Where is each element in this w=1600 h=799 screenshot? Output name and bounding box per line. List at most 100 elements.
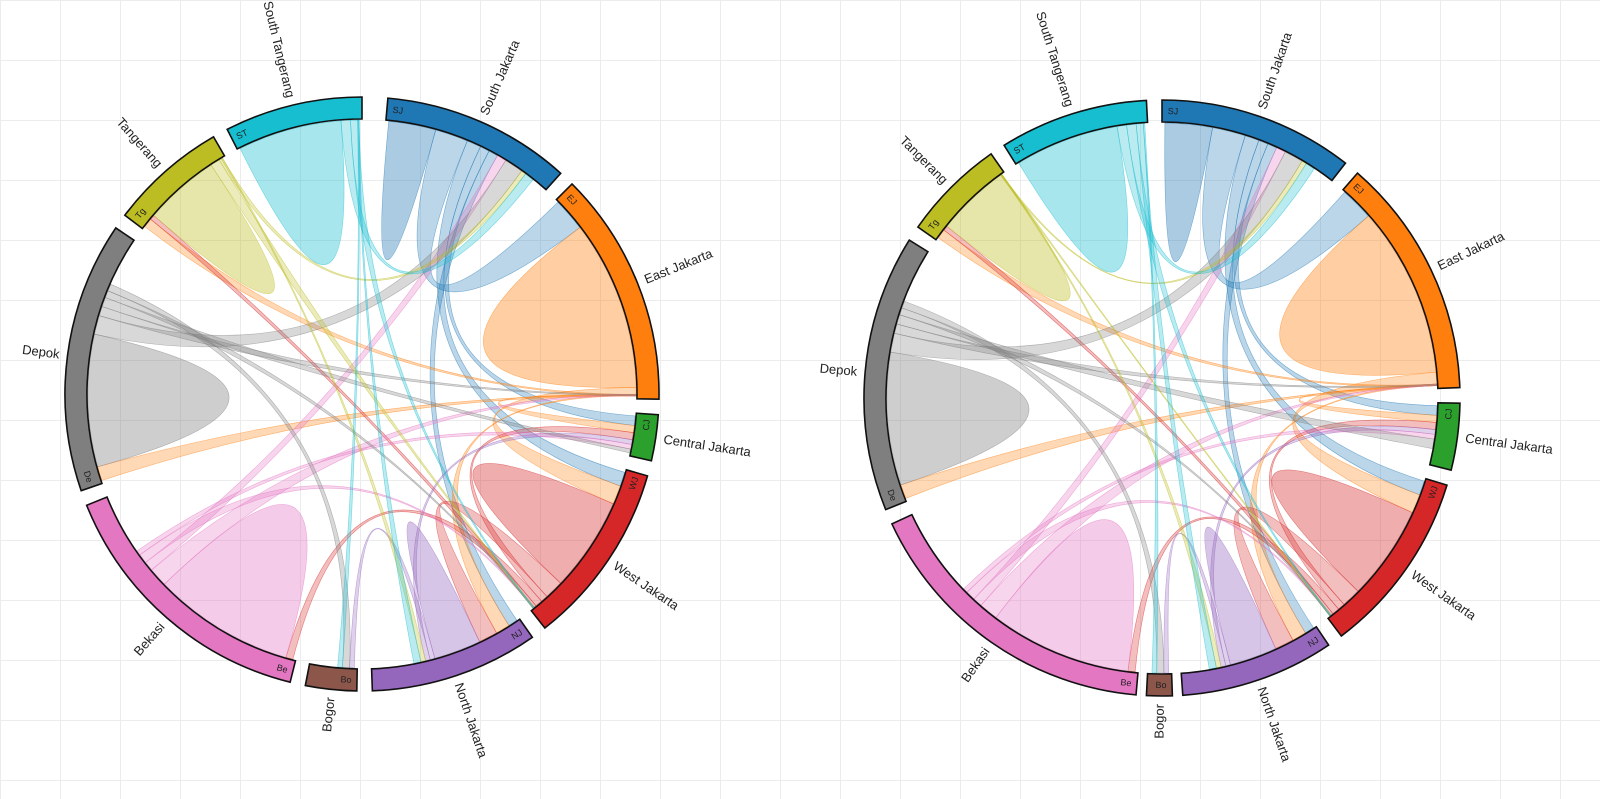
label-nj: North Jakarta [1255,685,1295,764]
ribbon-tg-nj [220,157,426,662]
ribbon-st-nj [1135,123,1217,670]
abbr-sj: SJ [392,105,404,116]
arc-bo [1145,672,1174,697]
label-st: South Tangerang [1033,10,1077,109]
ribbon-be-cj [963,428,1435,593]
arc-ej [555,182,660,400]
ribbon-nj-cj [413,432,633,661]
ribbon-be-be [995,519,1135,672]
label-sj: South Jakarta [1255,30,1296,111]
arc-tg [916,152,1005,241]
ribbon-sj-cj [444,146,636,426]
ribbon-wj-be [285,509,542,660]
arc-ej [1341,171,1461,390]
ribbon-de-cj [101,297,631,454]
abbr-cj: CJ [641,419,652,431]
arc-nj [370,618,534,692]
label-tg: Tangerang [114,115,166,171]
ribbon-ej-nj [451,394,637,634]
ribbon-ej-tg [937,229,1438,387]
ribbon-st-sj [340,119,534,275]
arc-nj [1180,625,1330,697]
arc-wj [530,468,649,630]
ribbon-de-bo [107,283,351,669]
arc-sj [385,97,562,191]
ribbon-ej-nj [1250,383,1438,641]
ribbon-st-st [239,120,345,266]
ribbon-st-wj [1126,123,1332,617]
abbr-de: De [885,488,898,502]
ribbon-be-sj [973,147,1286,606]
label-wj: West Jakarta [611,558,683,613]
ribbon-st-st [1018,126,1129,273]
label-bo: Bogor [319,696,338,733]
ribbon-wj-tg [943,226,1334,617]
ribbon-wj-nj [1233,506,1359,649]
ribbon-sj-sj [381,120,437,261]
group-arcs [64,96,660,692]
arc-de [64,226,136,492]
ribbon-de-cj [896,314,1435,449]
ribbon-de-sj [890,151,1303,360]
ribbon-ej-ej [1279,215,1437,376]
arc-wj [1326,477,1448,638]
abbr-st: ST [235,127,250,141]
arc-tg [123,135,226,230]
ribbon-st-bo [337,119,360,668]
abbr-bo: Bo [1155,680,1166,690]
label-de: Depok [21,342,61,362]
ribbon-nj-cj [1210,426,1436,667]
arc-st [226,96,363,151]
ribbon-tg-sj [218,157,526,281]
ribbon-sj-ej [416,129,581,293]
label-be: Bekasi [958,644,993,685]
ribbon-tg-tg [946,173,1071,302]
ribbon-tg-nj [1000,173,1222,668]
abbr-wj: WJ [627,476,641,491]
label-ej: East Jakarta [642,245,715,286]
abbr-be: Be [1120,677,1132,688]
label-de: Depok [819,361,858,379]
ribbon-ej-tg [144,218,637,397]
label-nj: North Jakarta [452,681,491,760]
ribbon-st-bo [1142,123,1159,674]
arc-be [890,513,1139,696]
abbr-bo: Bo [340,674,352,685]
ribbon-nj-bo [349,528,436,669]
arc-be [85,495,297,684]
ribbon-de-bo [901,300,1165,674]
ribbon-ej-ej [483,227,637,388]
label-cj: Central Jakarta [663,432,753,460]
ribbon-sj-sj [1164,122,1213,262]
label-tg: Tangerang [897,133,951,187]
ribbon-ej-de [97,394,637,481]
ribbon-st-nj [357,119,422,664]
abbr-nj: NJ [1306,635,1321,649]
label-be: Bekasi [131,619,168,658]
ribbon-ej-wj [492,386,637,505]
ribbon-nj-nj [406,521,480,659]
ribbon-sj-cj [1233,140,1438,416]
arc-cj [1428,402,1461,472]
label-ej: East Jakarta [1435,228,1507,273]
ribbon-de-de [87,333,230,468]
ribbon-de-ej [99,306,637,397]
arc-cj [628,412,660,462]
ribbon-st-sj [1116,124,1315,274]
group-arcs [863,99,1461,697]
ribbon-ej-de [900,383,1438,499]
ribbon-de-ej [894,323,1438,388]
ribbon-wj-wj [1271,469,1413,592]
ribbon-de-sj [94,160,522,348]
ribbon-tg-sj [1000,160,1307,285]
label-sj: South Jakarta [477,37,523,117]
ribbon-wj-cj [1269,419,1437,610]
ribbon-be-cj [136,431,632,556]
abbr-wj: WJ [1426,485,1440,501]
ribbon-wj-wj [472,463,614,584]
ribbon-sj-ej [1202,127,1369,290]
ribbon-tg-tg [153,164,275,295]
abbr-be: Be [276,662,289,675]
